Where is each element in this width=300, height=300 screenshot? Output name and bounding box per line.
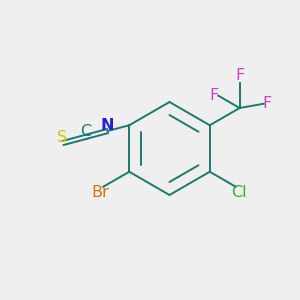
Text: Cl: Cl — [232, 185, 247, 200]
Text: F: F — [263, 96, 272, 111]
Text: S: S — [57, 130, 67, 145]
Text: C: C — [80, 124, 91, 139]
Text: F: F — [235, 68, 244, 83]
Text: Br: Br — [92, 185, 109, 200]
Text: F: F — [209, 88, 218, 103]
Text: N: N — [101, 118, 114, 133]
